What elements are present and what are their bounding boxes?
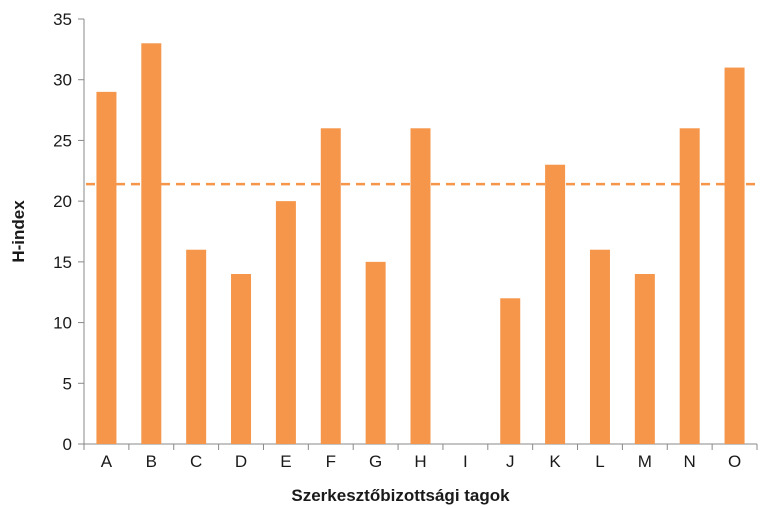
bar-L: [589, 249, 610, 444]
bar-M: [634, 274, 655, 444]
y-tick-label: 20: [53, 192, 72, 211]
x-tick-label: H: [414, 452, 426, 471]
x-axis-title: Szerkesztőbizottsági tagok: [291, 486, 510, 505]
bars: [96, 43, 745, 445]
bar-G: [365, 261, 386, 444]
y-axis-title: H-index: [9, 200, 28, 263]
x-tick-label: F: [326, 452, 336, 471]
bar-A: [96, 91, 117, 444]
y-tick-label: 25: [53, 131, 72, 150]
x-tick-labels: A B C D E F G H I J K L M N O: [101, 452, 741, 471]
bar-K: [545, 164, 566, 444]
x-tick-label: K: [549, 452, 561, 471]
bar-B: [141, 43, 162, 445]
x-tick-label: J: [506, 452, 515, 471]
bar-N: [679, 128, 700, 445]
y-tick-label: 10: [53, 314, 72, 333]
bar-F: [320, 128, 341, 445]
bar-O: [724, 67, 745, 445]
bar-D: [231, 274, 252, 444]
bar-J: [500, 298, 521, 444]
x-tick-label: D: [235, 452, 247, 471]
x-tick-label: A: [101, 452, 113, 471]
bar-E: [275, 201, 296, 444]
y-tick-labels: 0 5 10 15 20 25 30 35: [53, 10, 72, 454]
bar-H: [410, 128, 431, 445]
y-tick-label: 30: [53, 71, 72, 90]
x-tick-label: C: [190, 452, 202, 471]
x-tick-label: L: [595, 452, 604, 471]
x-tick-label: E: [280, 452, 291, 471]
x-tick-label: O: [728, 452, 741, 471]
y-tick-label: 15: [53, 253, 72, 272]
x-tick-label: G: [369, 452, 382, 471]
x-tick-label: I: [463, 452, 468, 471]
y-tick-label: 35: [53, 10, 72, 29]
bar-C: [186, 249, 207, 444]
y-tick-label: 0: [63, 435, 72, 454]
x-tick-label: M: [638, 452, 652, 471]
x-tick-label: N: [684, 452, 696, 471]
x-tick-label: B: [146, 452, 157, 471]
y-tick-label: 5: [63, 374, 72, 393]
